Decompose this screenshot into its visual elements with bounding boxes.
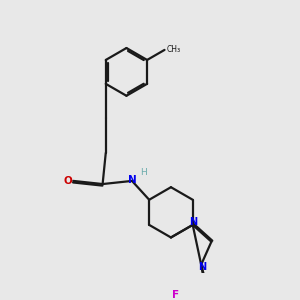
Text: N: N [128,175,136,185]
Text: F: F [172,290,179,300]
Text: H: H [140,168,147,177]
Text: O: O [64,176,73,186]
Text: N: N [198,262,206,272]
Text: N: N [189,217,197,227]
Text: CH₃: CH₃ [167,45,181,54]
